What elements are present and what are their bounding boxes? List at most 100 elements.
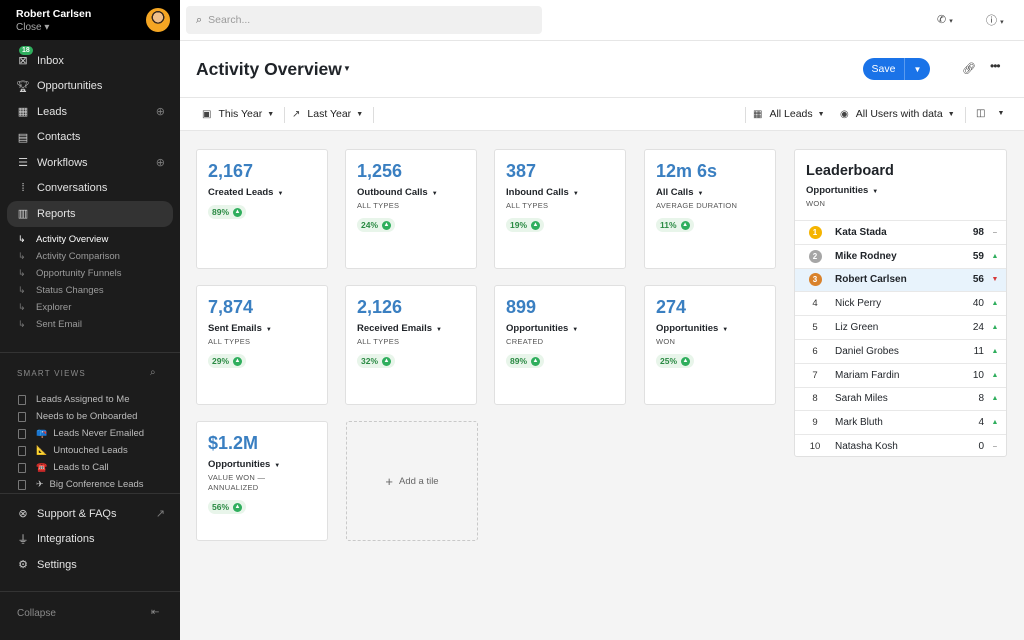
add-lead-icon[interactable]: ⊕ <box>155 106 165 119</box>
sub-arrow-icon: ↳ <box>18 233 26 244</box>
submenu-sent-email[interactable]: ↳ Sent Email <box>18 318 82 330</box>
add-tile-button[interactable]: + Add a tile <box>346 421 478 541</box>
nav-item-conversations[interactable]: ⁞ Conversations <box>0 176 180 202</box>
metric-label[interactable]: Created Leads ▼ <box>208 187 284 198</box>
user-name: Robert Carlsen <box>16 8 92 20</box>
document-icon <box>18 445 26 456</box>
leaderboard-row[interactable]: 5 Liz Green 24 ▲ <box>795 315 1006 339</box>
nav-item-workflows[interactable]: ☰ Workflows ⊕ <box>0 150 180 176</box>
submenu-explorer[interactable]: ↳ Explorer <box>18 301 72 313</box>
metric-label[interactable]: All Calls ▼ <box>656 187 704 198</box>
building-icon: ▦ <box>17 106 29 119</box>
collapse-icon[interactable]: ⇤ <box>151 607 160 618</box>
phone-menu[interactable]: ✆ ▾ <box>937 13 953 26</box>
chevron-down-icon[interactable]: ▼ <box>343 64 351 73</box>
metric-label[interactable]: Sent Emails ▼ <box>208 323 272 334</box>
user-menu[interactable]: Robert Carlsen Close ▾ <box>0 0 180 40</box>
help-menu[interactable]: ⓘ ▾ <box>986 12 1004 28</box>
page-header: Activity Overview ▼ Save ▼ 🔗︎ ••• <box>180 41 1024 97</box>
plug-icon: ⏚ <box>17 534 29 547</box>
save-options-icon[interactable]: ▼ <box>913 64 922 74</box>
document-icon <box>18 394 26 405</box>
comparison-filter[interactable]: ↗ Last Year ▼ <box>292 108 364 120</box>
metric-tile[interactable]: 2,167 Created Leads ▼ 89% ▲ <box>196 149 328 269</box>
metric-tile[interactable]: 387 Inbound Calls ▼ ALL TYPES 19% ▲ <box>494 149 626 269</box>
plus-icon: + <box>385 473 393 489</box>
leaderboard-row[interactable]: 3 Robert Carlsen 56 ▼ <box>795 267 1006 292</box>
leaderboard-score: 4 <box>978 417 984 429</box>
users-filter[interactable]: ◉ All Users with data ▼ <box>840 108 955 120</box>
metric-tile[interactable]: 12m 6s All Calls ▼ AVERAGE DURATION 11% ▲ <box>644 149 776 269</box>
metric-tile[interactable]: 7,874 Sent Emails ▼ ALL TYPES 29% ▲ <box>196 285 328 405</box>
smart-view-item[interactable]: Needs to be Onboarded <box>0 408 180 425</box>
nav-item-leads[interactable]: ▦ Leads ⊕ <box>0 99 180 125</box>
nav-item-support[interactable]: ⊗ Support & FAQs ↗ <box>18 507 165 521</box>
smart-view-item[interactable]: 📐 Untouched Leads <box>0 442 180 459</box>
nav-item-inbox[interactable]: ⊠ 18 Inbox <box>0 46 180 74</box>
sub-arrow-icon: ↳ <box>18 284 26 295</box>
sidebar: Robert Carlsen Close ▾ ⊠ 18 Inbox 🏆︎ Opp… <box>0 0 180 640</box>
metric-tile[interactable]: 899 Opportunities ▼ CREATED 89% ▲ <box>494 285 626 405</box>
link-icon[interactable]: 🔗︎ <box>962 63 976 75</box>
leaderboard-row[interactable]: 1 Kata Stada 98 – <box>795 220 1006 244</box>
avatar[interactable] <box>146 8 170 32</box>
arrow-up-icon: ▲ <box>382 356 392 366</box>
leaderboard-row[interactable]: 6 Daniel Grobes 11 ▲ <box>795 338 1006 363</box>
leaderboard-row[interactable]: 4 Nick Perry 40 ▲ <box>795 291 1006 315</box>
layout-toggle[interactable]: ◫ ▼ <box>976 108 1004 119</box>
metric-label[interactable]: Opportunities ▼ <box>506 323 579 334</box>
metric-label[interactable]: Received Emails ▼ <box>357 323 442 334</box>
add-workflow-icon[interactable]: ⊕ <box>155 157 165 170</box>
submenu-opportunity-funnels[interactable]: ↳ Opportunity Funnels <box>18 267 122 279</box>
metric-tile[interactable]: 1,256 Outbound Calls ▼ ALL TYPES 24% ▲ <box>345 149 477 269</box>
leaderboard-row[interactable]: 2 Mike Rodney 59 ▲ <box>795 243 1006 268</box>
leads-filter[interactable]: ▦ All Leads ▼ <box>753 108 825 120</box>
leaderboard-row[interactable]: 8 Sarah Miles 8 ▲ <box>795 386 1006 411</box>
metric-label[interactable]: Opportunities ▼ <box>656 323 729 334</box>
trend-up-icon: ▲ <box>991 419 999 427</box>
nav-item-settings[interactable]: ⚙ Settings <box>18 558 77 572</box>
smart-view-item[interactable]: ☎️ Leads to Call <box>0 459 180 476</box>
metric-label[interactable]: Opportunities ▼ <box>208 459 281 470</box>
search-icon[interactable]: ⌕ <box>150 367 156 378</box>
search-input[interactable] <box>208 14 509 26</box>
nav-item-label: Inbox <box>37 54 64 67</box>
more-icon[interactable]: ••• <box>990 59 1001 73</box>
submenu-activity-comparison[interactable]: ↳ Activity Comparison <box>18 250 120 262</box>
leaderboard-metric-select[interactable]: Opportunities ▼ <box>806 185 879 196</box>
date-range-filter[interactable]: ▣ This Year ▼ <box>202 108 275 120</box>
smart-view-item[interactable]: 📪 Leads Never Emailed <box>0 425 180 442</box>
leaderboard-row[interactable]: 7 Mariam Fardin 10 ▲ <box>795 362 1006 387</box>
bottom-nav: ⊗ Support & FAQs ↗ ⏚ Integrations ⚙ Sett… <box>0 501 180 578</box>
submenu-status-changes[interactable]: ↳ Status Changes <box>18 284 104 296</box>
metric-tile[interactable]: 2,126 Received Emails ▼ ALL TYPES 32% ▲ <box>345 285 477 405</box>
arrow-up-icon: ▲ <box>531 356 541 366</box>
nav-item-integrations[interactable]: ⏚ Integrations <box>17 533 95 547</box>
metric-value: 1,256 <box>357 161 403 181</box>
leaderboard-row[interactable]: 10 Natasha Kosh 0 – <box>795 434 1006 458</box>
metric-label[interactable]: Inbound Calls ▼ <box>506 187 579 198</box>
organization-name[interactable]: Close ▾ <box>16 22 50 33</box>
chevron-down-icon: ▼ <box>697 191 704 197</box>
metric-tile[interactable]: $1.2M Opportunities ▼ VALUE WON — ANNUALI… <box>196 421 328 541</box>
metric-value: 899 <box>506 297 537 317</box>
collapse-button[interactable]: Collapse <box>17 608 56 619</box>
nav-item-contacts[interactable]: ▤ Contacts <box>0 125 180 151</box>
save-button[interactable]: Save ▼ <box>863 58 930 80</box>
metric-label[interactable]: Outbound Calls ▼ <box>357 187 438 198</box>
leaderboard-rank: 4 <box>812 298 818 310</box>
metric-sub: WON <box>656 337 676 346</box>
leaderboard-row[interactable]: 9 Mark Bluth 4 ▲ <box>795 410 1006 434</box>
metric-tile[interactable]: 274 Opportunities ▼ WON 25% ▲ <box>644 285 776 405</box>
search-icon: ⌕ <box>196 13 203 26</box>
smart-view-item[interactable]: Leads Assigned to Me <box>0 391 180 408</box>
nav-item-reports[interactable]: ▥ Reports <box>7 201 173 227</box>
submenu-activity-overview[interactable]: ↳ Activity Overview <box>18 233 109 245</box>
page-title[interactable]: Activity Overview <box>196 59 342 79</box>
leaderboard-name: Robert Carlsen <box>835 274 907 286</box>
smart-view-item[interactable]: ✈ Big Conference Leads <box>0 476 180 493</box>
metric-value: 274 <box>656 297 687 317</box>
nav-item-opportunities[interactable]: 🏆︎ Opportunities <box>0 74 180 100</box>
search-box[interactable]: ⌕ <box>186 6 542 34</box>
filter-divider <box>965 107 966 123</box>
